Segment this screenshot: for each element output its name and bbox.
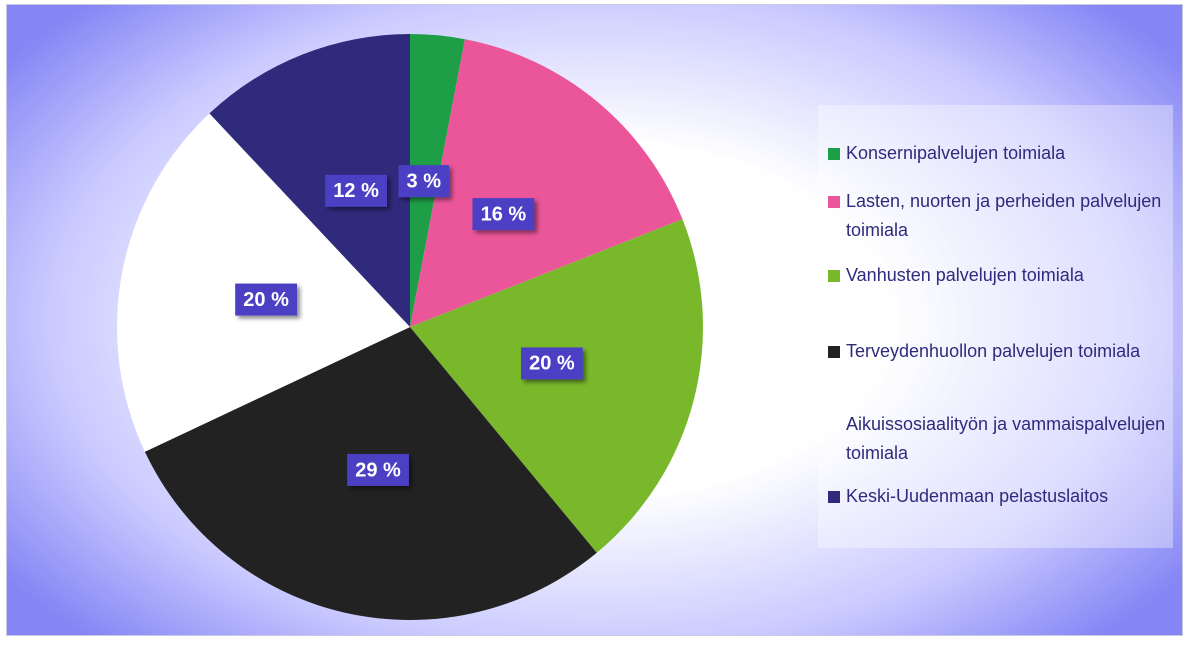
legend-item: Lasten, nuorten ja perheiden palvelujen … bbox=[826, 187, 1176, 245]
legend-item: Konsernipalvelujen toimiala bbox=[826, 139, 1176, 168]
legend-swatch bbox=[828, 491, 840, 503]
pie-slice bbox=[209, 34, 410, 327]
legend-item: Terveydenhuollon palvelujen toimiala bbox=[826, 337, 1176, 366]
data-label-box bbox=[325, 174, 387, 207]
legend-swatch bbox=[828, 419, 840, 431]
data-label-box bbox=[520, 347, 583, 380]
data-label-box bbox=[472, 198, 535, 231]
legend-label: Vanhusten palvelujen toimiala bbox=[846, 265, 1084, 285]
data-label: 20 % bbox=[243, 289, 289, 311]
data-label-box bbox=[398, 165, 450, 198]
legend-item: Vanhusten palvelujen toimiala bbox=[826, 261, 1176, 290]
data-label: 29 % bbox=[355, 459, 401, 481]
data-label: 3 % bbox=[407, 170, 442, 192]
data-label: 16 % bbox=[481, 203, 527, 225]
legend-label: Konsernipalvelujen toimiala bbox=[846, 143, 1066, 163]
pie-slice bbox=[410, 219, 703, 553]
data-label-box bbox=[347, 453, 409, 486]
data-label: 20 % bbox=[529, 353, 575, 375]
legend-swatch bbox=[828, 346, 840, 358]
legend-swatch bbox=[828, 270, 840, 282]
legend-label: Aikuissosiaalityön ja vammaispalvelujen … bbox=[846, 414, 1166, 463]
data-label: 12 % bbox=[333, 180, 379, 202]
legend-label: Lasten, nuorten ja perheiden palvelujen … bbox=[846, 191, 1162, 240]
legend-swatch bbox=[828, 148, 840, 160]
pie-slice bbox=[117, 113, 410, 452]
pie-slice bbox=[410, 39, 683, 328]
data-label-box bbox=[235, 283, 297, 316]
legend-swatch bbox=[828, 196, 840, 208]
legend: Konsernipalvelujen toimiala Lasten, nuort… bbox=[818, 105, 1173, 548]
legend-item: Aikuissosiaalityön ja vammaispalvelujen … bbox=[826, 410, 1176, 468]
legend-label: Terveydenhuollon palvelujen toimiala bbox=[846, 341, 1141, 361]
legend-item: Keski-Uudenmaan pelastuslaitos bbox=[826, 482, 1176, 511]
legend-label: Keski-Uudenmaan pelastuslaitos bbox=[846, 486, 1109, 506]
